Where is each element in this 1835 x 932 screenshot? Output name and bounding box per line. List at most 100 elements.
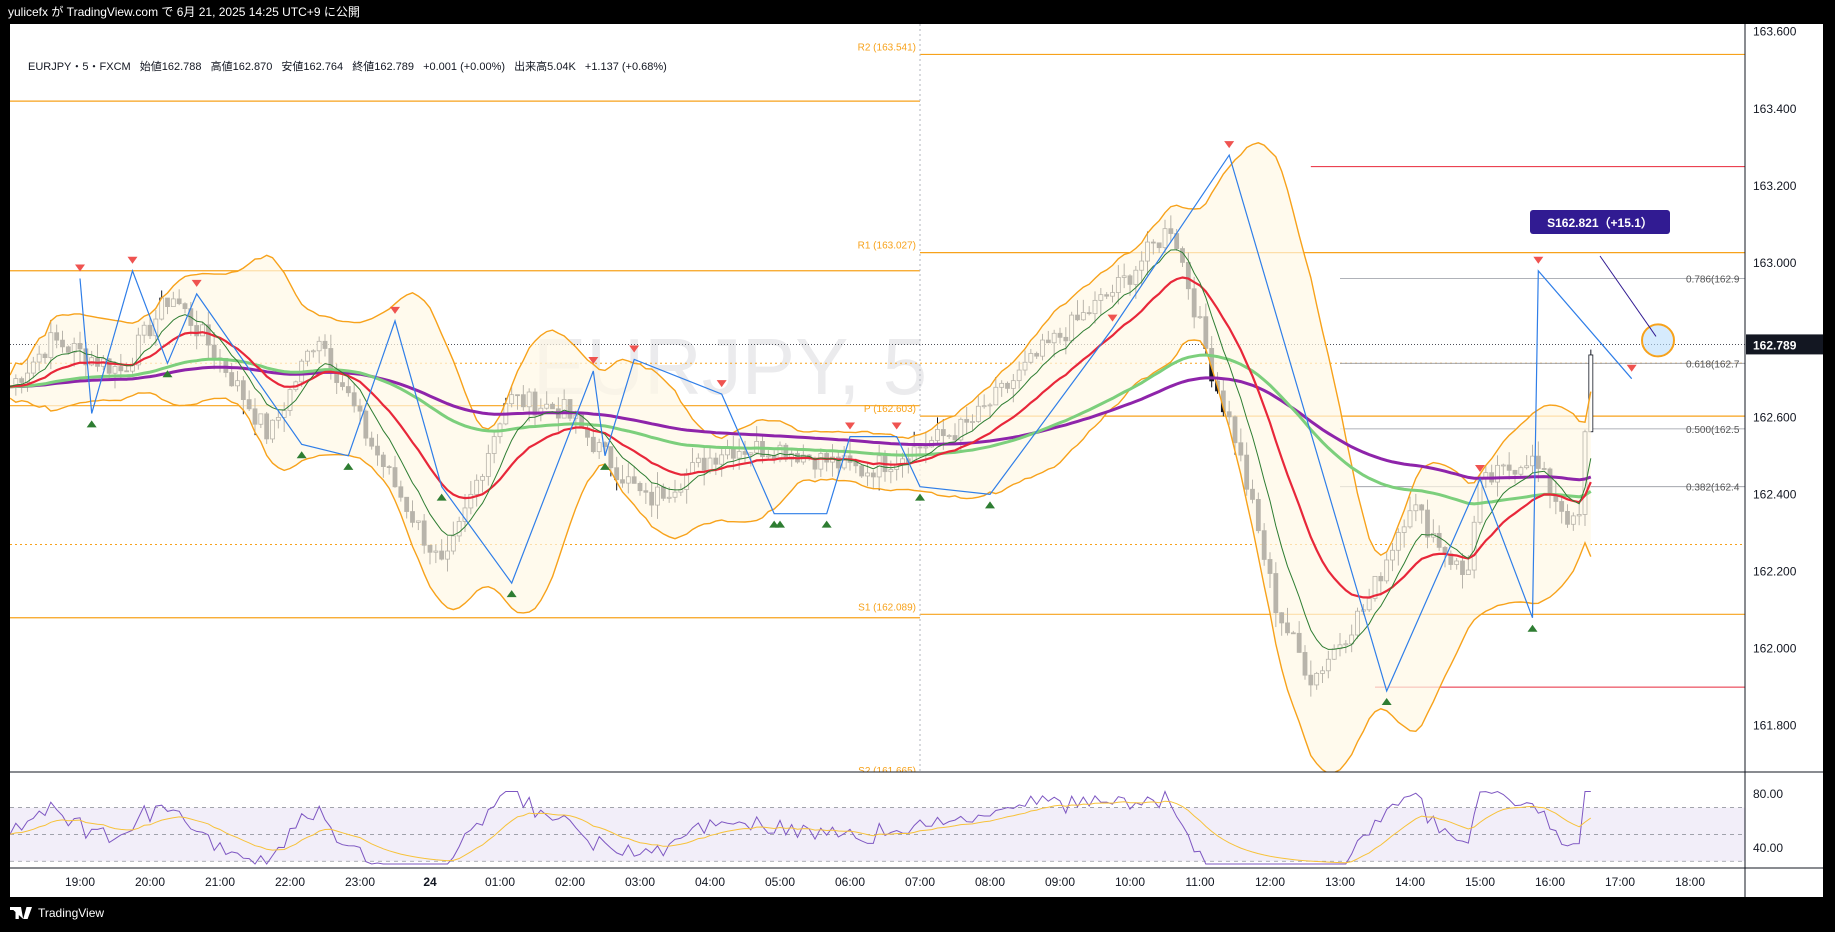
swing-high-marker	[1626, 364, 1637, 372]
ema-mid-line	[10, 353, 1592, 506]
time-axis-tick: 15:00	[1465, 875, 1495, 889]
fib-level-label: 0.500(162.5	[1686, 425, 1740, 436]
price-axis-tick: 163.400	[1753, 102, 1797, 116]
price-axis-tick: 162.600	[1753, 410, 1797, 424]
last-price-tag	[1746, 334, 1823, 355]
ema-fast-line	[10, 276, 1592, 599]
ema-slow-line	[10, 365, 1592, 482]
callout-leader	[1599, 255, 1657, 337]
price-axis-tick: 163.200	[1753, 179, 1797, 193]
pivot-label: R1 (163.027)	[858, 241, 916, 252]
pivot-label: S1 (162.089)	[858, 602, 916, 613]
legend-volume: 出来高5.04K	[514, 61, 576, 73]
rsi-axis-tick: 40.00	[1753, 841, 1783, 855]
swing-high-marker	[588, 357, 599, 365]
time-axis-tick: 13:00	[1325, 875, 1355, 889]
time-axis-tick: 19:00	[65, 875, 95, 889]
footer-bar: TradingView	[0, 897, 1835, 932]
time-axis-tick: 12:00	[1255, 875, 1285, 889]
swing-high-marker	[1107, 314, 1118, 322]
swing-high-marker	[75, 264, 85, 272]
swing-low-marker	[821, 520, 832, 528]
swing-high-marker	[1475, 464, 1485, 472]
time-axis-tick: 17:00	[1605, 875, 1635, 889]
legend-volume-change: +1.137 (+0.68%)	[584, 61, 667, 73]
swing-low-marker	[436, 493, 447, 501]
price-axis-tick: 162.200	[1753, 565, 1797, 579]
ohlc-legend: EURJPY・5・FXCM 始値162.788 高値162.870 安値162.…	[28, 58, 673, 74]
rsi-ma-line	[10, 800, 1592, 864]
time-axis-tick: 22:00	[275, 875, 305, 889]
chart-frame[interactable]: EURJPY, 5 R2 (163.541) R1 (163.027) P (162.…	[10, 24, 1823, 897]
last-price-tag-text: 162.789	[1753, 338, 1797, 352]
legend-close: 終値162.789	[352, 61, 414, 73]
swing-low-marker	[162, 370, 173, 378]
tradingview-logo[interactable]: TradingView	[10, 906, 104, 920]
callout-text: S162.821（+15.1）	[1547, 215, 1653, 230]
swing-high-marker	[127, 256, 138, 264]
price-axis-tick: 161.800	[1753, 719, 1797, 733]
time-axis-tick: 23:00	[345, 875, 375, 889]
time-axis-tick: 08:00	[975, 875, 1005, 889]
swing-high-marker	[891, 422, 902, 430]
callout-box[interactable]	[1530, 210, 1670, 234]
swing-low-marker	[506, 590, 517, 598]
time-axis-tick: 20:00	[135, 875, 165, 889]
legend-high: 高値162.870	[210, 61, 273, 73]
swing-low-marker	[915, 493, 925, 501]
time-axis-tick: 07:00	[905, 875, 935, 889]
legend-low: 安値162.764	[281, 61, 344, 73]
swing-high-marker	[716, 380, 727, 388]
time-axis-tick: 11:00	[1185, 875, 1214, 889]
time-axis-tick: 02:00	[555, 875, 585, 889]
swing-low-marker	[1527, 624, 1538, 632]
price-axis-tick: 163.000	[1753, 256, 1797, 270]
zigzag-line	[79, 153, 1633, 693]
bollinger-lower	[10, 339, 1592, 772]
swing-low-marker	[1381, 698, 1392, 706]
time-axis-tick: 04:00	[695, 875, 725, 889]
pivot-label: R2 (163.541)	[858, 42, 916, 53]
pivot-label: P (162.603)	[864, 404, 916, 415]
legend-open: 始値162.788	[139, 61, 202, 73]
time-axis-tick: 03:00	[625, 875, 655, 889]
time-axis-tick: 16:00	[1535, 875, 1565, 889]
bollinger-upper	[10, 142, 1592, 557]
time-axis-tick: 18:00	[1675, 875, 1705, 889]
ema-short-line	[10, 249, 1592, 650]
fib-level-label: 0.786(162.9	[1686, 274, 1740, 285]
publish-bar: yulicefx が TradingView.com で 6月 21, 2025…	[0, 0, 1835, 24]
swing-low-marker	[296, 451, 307, 459]
tradingview-icon	[10, 907, 32, 919]
price-axis-tick: 162.000	[1753, 642, 1797, 656]
rsi-axis-tick: 80.00	[1753, 787, 1783, 801]
legend-symbol: EURJPY・5・FXCM	[28, 61, 131, 73]
swing-low-marker	[343, 462, 354, 470]
time-axis-tick: 09:00	[1045, 875, 1075, 889]
time-axis-tick: 05:00	[765, 875, 795, 889]
swing-high-marker	[390, 306, 400, 314]
time-axis-tick: 21:00	[205, 875, 235, 889]
pivot-label: S2 (161.665)	[858, 766, 916, 777]
time-axis-tick: 01:00	[485, 875, 515, 889]
swing-low-marker	[775, 520, 785, 528]
price-chart[interactable]: EURJPY, 5R2 (163.541)R1 (163.027)P (162.…	[10, 24, 1823, 897]
time-axis-tick: 24	[423, 875, 437, 889]
fib-level-label: 0.618(162.7	[1686, 359, 1740, 370]
swing-low-marker	[985, 501, 995, 509]
swing-high-marker	[629, 345, 640, 353]
price-axis-tick: 163.600	[1753, 25, 1797, 39]
price-axis-tick: 162.400	[1753, 487, 1797, 501]
publish-line: yulicefx が TradingView.com で 6月 21, 2025…	[8, 5, 360, 19]
footer-brand: TradingView	[38, 906, 105, 920]
time-axis-tick: 06:00	[835, 875, 865, 889]
swing-high-marker	[845, 422, 855, 430]
fib-level-label: 0.382(162.4	[1686, 483, 1740, 494]
swing-low-marker	[600, 462, 610, 470]
swing-high-marker	[191, 279, 202, 287]
time-axis-tick: 14:00	[1395, 875, 1425, 889]
swing-high-marker	[1224, 141, 1235, 149]
price-alert-circle[interactable]	[1641, 323, 1675, 358]
swing-low-marker	[86, 420, 97, 428]
time-axis-tick: 10:00	[1115, 875, 1145, 889]
